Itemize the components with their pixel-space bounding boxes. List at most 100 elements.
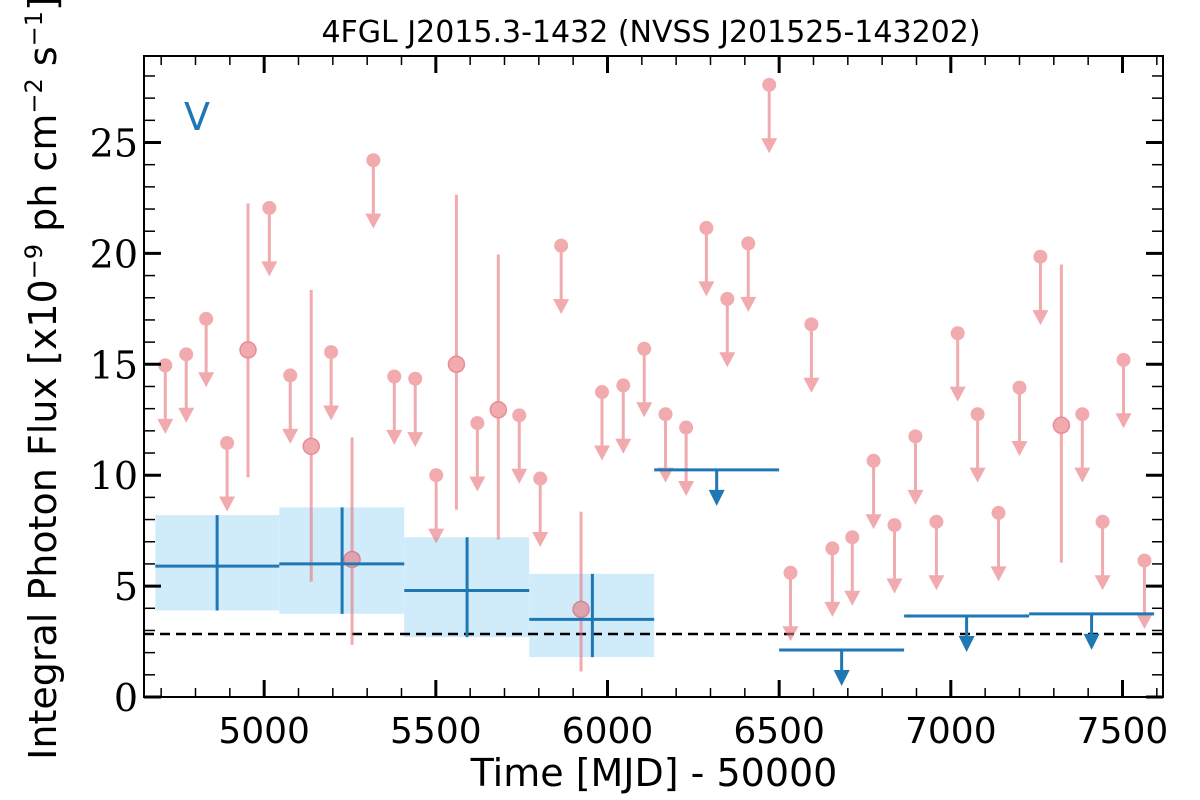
y-axis-label-mid: ph cm <box>21 114 65 244</box>
detection-marker <box>239 341 257 359</box>
upper-limit-arrow-head <box>761 138 778 154</box>
upper-limit-marker <box>825 541 840 556</box>
short-bin-upper-limit <box>844 530 861 606</box>
upper-limit-arrow-head <box>844 590 861 606</box>
detection-marker <box>302 437 320 456</box>
upper-limit-arrow-head <box>824 601 841 617</box>
chart-title: 4FGL J2015.3-1432 (NVSS J201525-143202) <box>321 15 980 50</box>
short-bin-upper-limit <box>219 436 236 512</box>
upper-limit-marker <box>783 565 798 580</box>
upper-limit-arrow-head <box>657 467 674 483</box>
long-bin-upper-limit-arrow-head <box>833 669 850 686</box>
upper-limit-arrow-head <box>1115 413 1132 429</box>
upper-limit-marker <box>387 369 402 384</box>
upper-limit-marker <box>970 407 985 422</box>
upper-limit-arrow-head <box>615 438 632 454</box>
short-bin-upper-limit <box>157 358 174 434</box>
long-bin-upper-limit-arrow-head <box>958 636 975 653</box>
upper-limit-marker <box>699 220 714 235</box>
upper-limit-marker <box>220 436 235 451</box>
upper-limit-marker <box>845 530 860 545</box>
upper-limit-arrow-head <box>198 372 215 388</box>
upper-limit-marker <box>470 416 485 431</box>
short-bin-upper-limit <box>636 341 653 418</box>
short-bin-upper-limit <box>1032 249 1049 326</box>
detection-marker <box>572 600 590 619</box>
short-bin-upper-limit <box>198 311 215 388</box>
axes-frame <box>143 55 1164 698</box>
y-axis-label-exp2: −2 <box>20 78 48 113</box>
y-axis-label-main: Integral Photon Flux [x10 <box>21 279 65 760</box>
upper-limit-arrow-head <box>511 468 528 484</box>
upper-limit-arrow-head <box>907 489 924 505</box>
short-bin-detection <box>572 511 590 672</box>
upper-limit-marker <box>366 153 381 168</box>
upper-limit-arrow-head <box>886 578 903 594</box>
short-bin-upper-limit <box>1115 352 1132 429</box>
detection-marker <box>489 401 508 419</box>
short-bin-upper-limit <box>719 291 736 368</box>
y-tick-label: 0 <box>114 676 138 720</box>
upper-limit-arrow-head <box>178 407 195 423</box>
upper-limit-marker <box>616 378 631 393</box>
upper-limit-arrow-head <box>803 377 820 393</box>
upper-limit-marker <box>1095 514 1110 529</box>
axes: 5000 5500 6000 6500 7000 7500 0 5 10 15 20 25 <box>90 55 1168 752</box>
short-bin-upper-limit <box>365 153 382 229</box>
upper-limit-arrow-head <box>1074 467 1091 483</box>
upper-limit-marker <box>1033 249 1048 264</box>
short-bin-detection <box>489 254 508 540</box>
short-bin-upper-limit <box>282 368 299 444</box>
upper-limit-marker <box>1012 380 1027 395</box>
upper-limit-arrow-head <box>678 480 695 496</box>
upper-limit-marker <box>679 420 694 435</box>
short-bin-upper-limit <box>1136 553 1153 630</box>
upper-limit-arrow-head <box>469 476 486 492</box>
short-bin-upper-limit <box>428 468 445 544</box>
upper-limit-marker <box>533 471 548 486</box>
upper-limit-marker <box>595 385 610 400</box>
upper-limit-marker <box>199 311 214 326</box>
y-tick-label: 10 <box>90 454 138 498</box>
upper-limit-marker <box>741 236 756 251</box>
short-bin-upper-limit <box>698 220 715 297</box>
upper-limit-arrow-head <box>636 402 653 418</box>
upper-limit-arrow-head <box>949 386 966 402</box>
x-tick-label: 5500 <box>390 711 482 752</box>
y-axis-label-mid2: s <box>21 46 65 78</box>
upper-limit-arrow-head <box>990 566 1007 582</box>
short-bin-upper-limit <box>1094 514 1111 591</box>
short-bin-upper-limit <box>761 77 778 154</box>
long-bin-upper-limit-arrow-head <box>1083 633 1100 650</box>
short-bin-upper-limit <box>469 416 486 492</box>
short-bin-upper-limit <box>511 408 528 484</box>
x-tick-label: 6500 <box>733 711 825 752</box>
upper-limit-arrow-head <box>261 261 278 277</box>
upper-limit-arrow-head <box>323 405 340 421</box>
upper-limit-arrow-head <box>407 432 424 448</box>
x-tick-label: 6000 <box>562 711 654 752</box>
upper-limit-arrow-head <box>928 575 945 591</box>
band-label: V <box>184 95 210 139</box>
upper-limit-arrow-head <box>594 445 611 461</box>
short-bin-upper-limit <box>1074 407 1091 483</box>
short-bin-upper-limit <box>615 378 632 454</box>
upper-limit-marker <box>158 358 173 373</box>
upper-limit-marker <box>762 77 777 92</box>
short-bin-upper-limit <box>261 200 278 277</box>
upper-limit-marker <box>950 326 965 341</box>
upper-limit-marker <box>637 341 652 356</box>
upper-limit-marker <box>179 347 194 362</box>
upper-limit-arrow-head <box>782 626 799 642</box>
plot-area <box>144 77 1163 686</box>
short-bin-upper-limit <box>386 369 403 445</box>
upper-limit-arrow-head <box>282 428 299 444</box>
short-bin-upper-limit <box>886 518 903 594</box>
short-bin-upper-limit <box>803 317 820 393</box>
short-bin-detection <box>1052 264 1071 563</box>
short-bin-upper-limit <box>740 236 757 312</box>
short-bin-upper-limit <box>865 453 882 530</box>
short-bin-upper-limit <box>824 541 841 617</box>
y-tick-label: 20 <box>90 232 138 276</box>
